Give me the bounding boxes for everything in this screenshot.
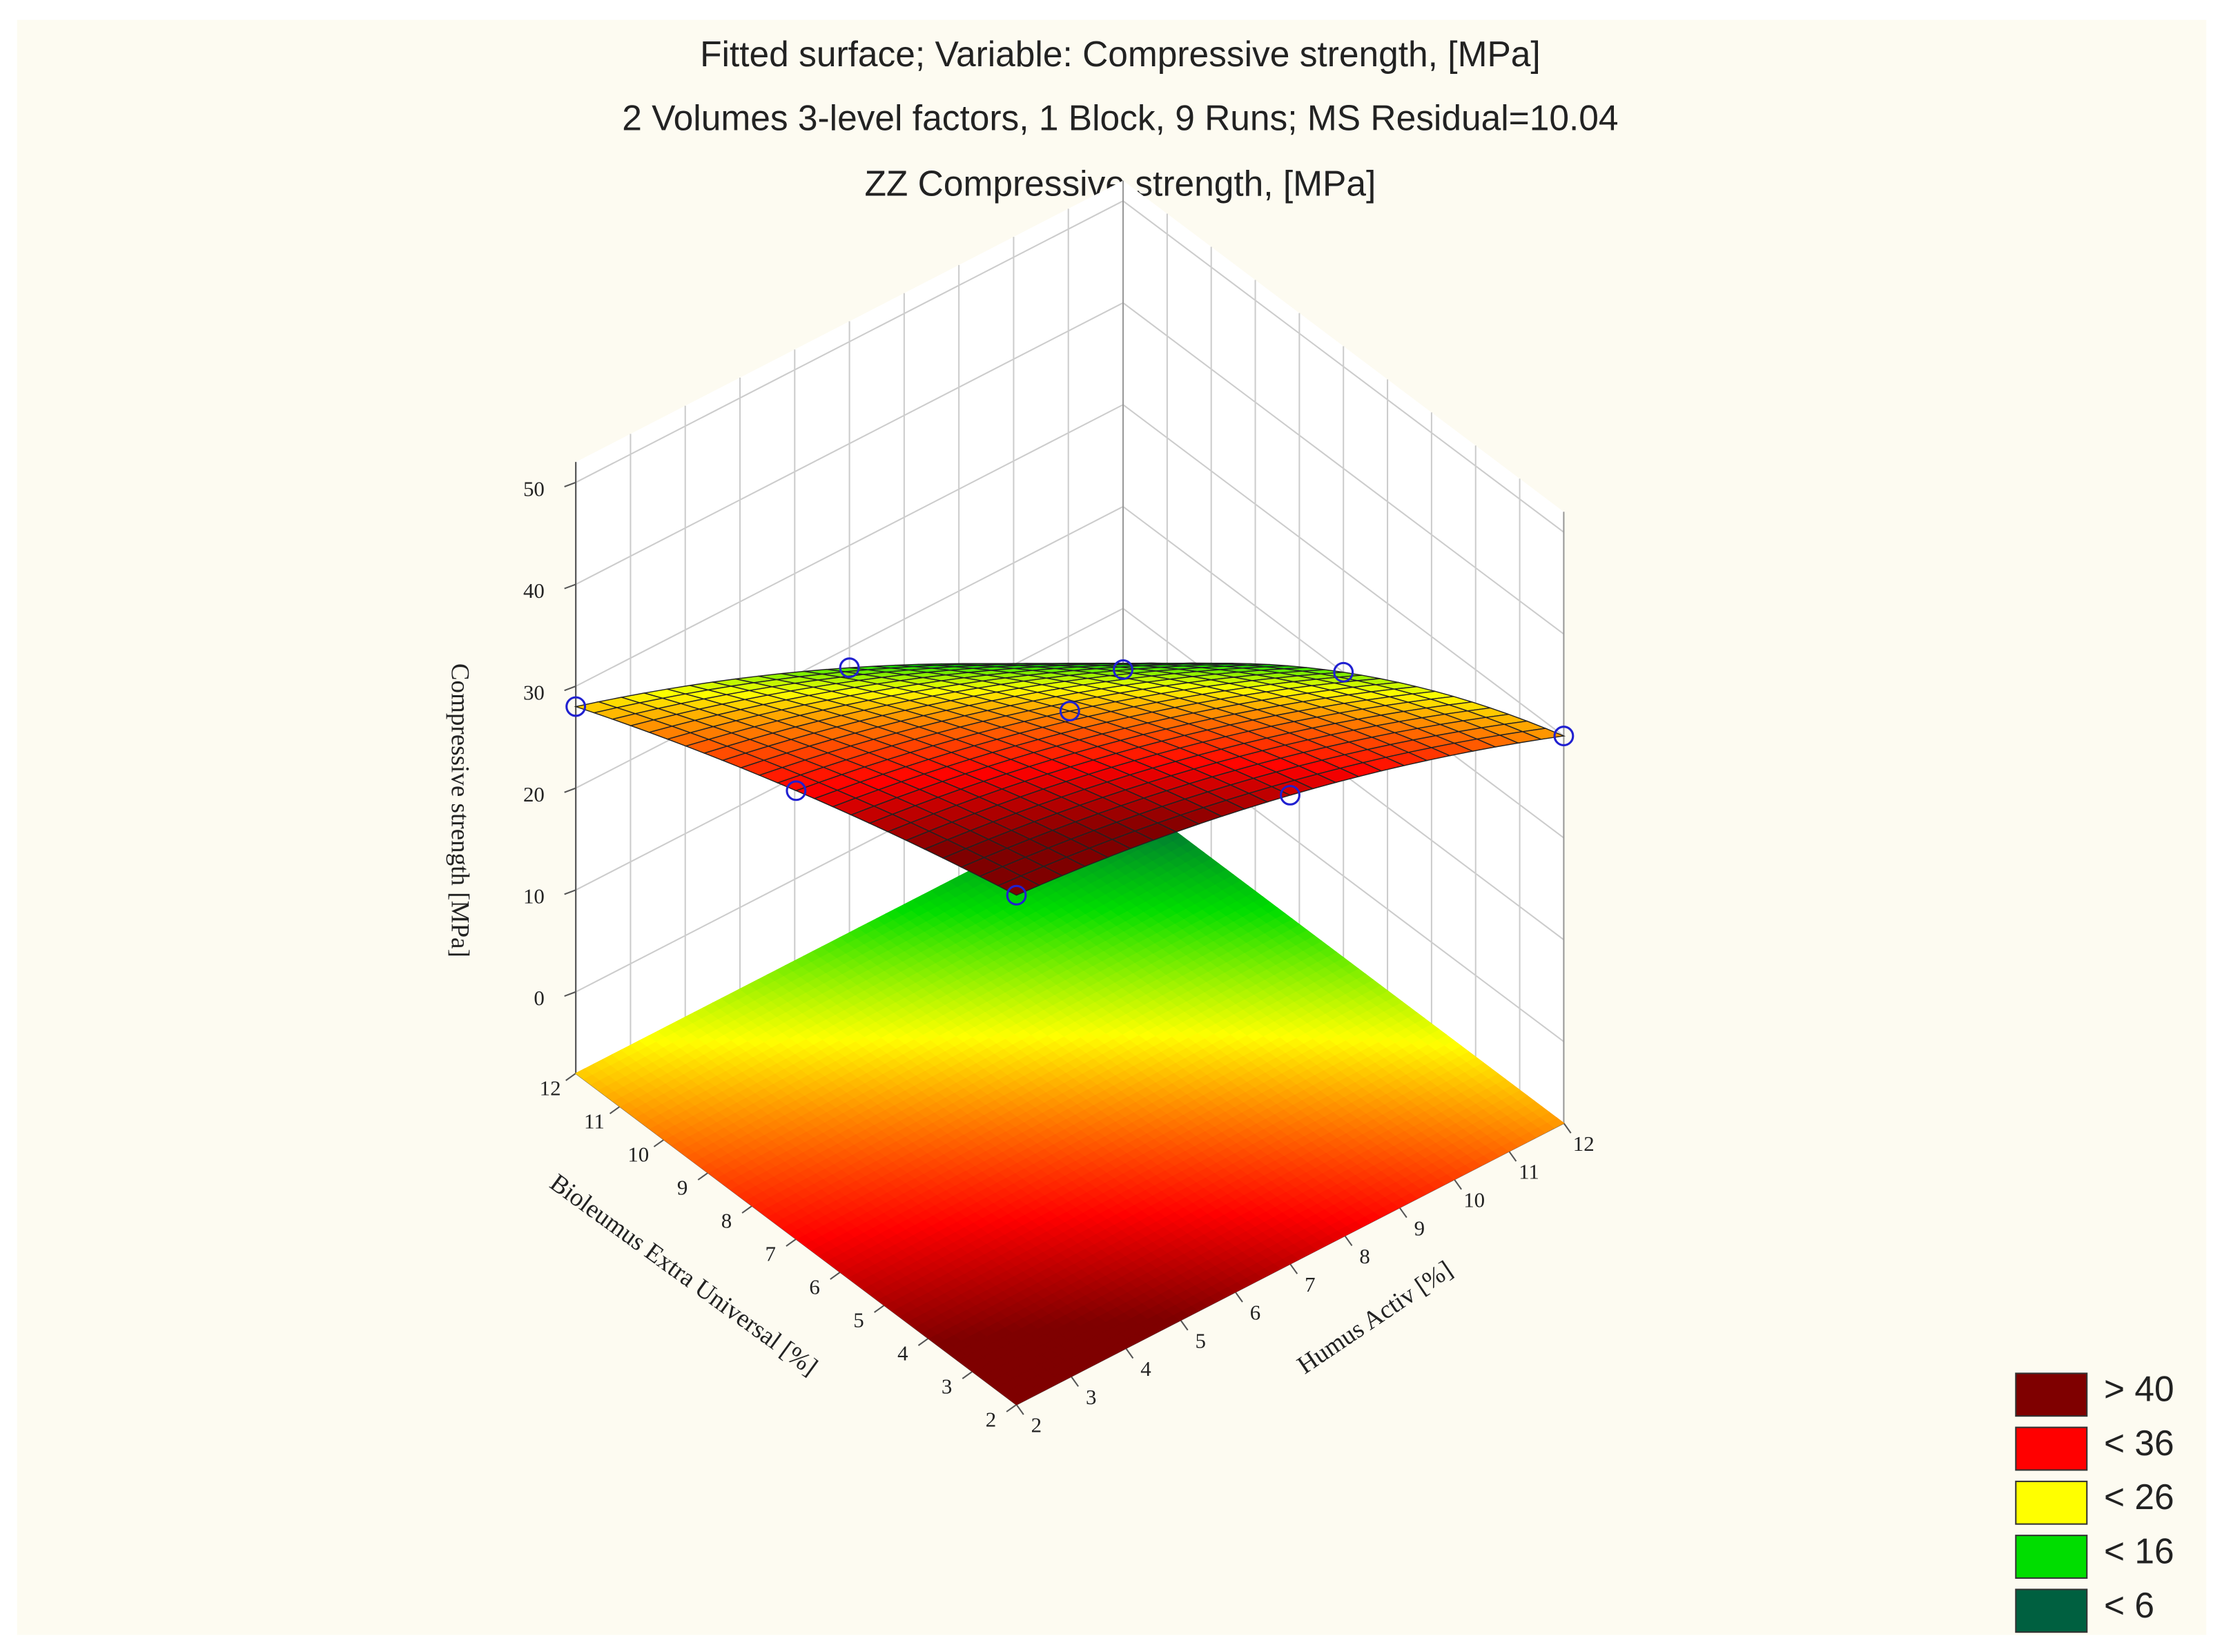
x-tick xyxy=(1070,1376,1079,1387)
data-point xyxy=(1333,661,1354,683)
y-tick xyxy=(653,1138,665,1147)
x-tick-label: 3 xyxy=(1086,1385,1096,1409)
y-tick xyxy=(874,1304,885,1313)
y-tick xyxy=(830,1271,841,1280)
z-tick-label: 20 xyxy=(523,782,545,806)
data-point xyxy=(1280,784,1300,806)
grid-line xyxy=(1122,302,1565,635)
x-tick-label: 9 xyxy=(1414,1216,1425,1240)
data-point xyxy=(1006,884,1027,906)
y-tick-label: 10 xyxy=(627,1143,649,1167)
legend-label: < 6 xyxy=(2104,1585,2154,1625)
x-tick-label: 10 xyxy=(1463,1188,1485,1212)
y-tick-label: 6 xyxy=(809,1275,819,1299)
x-tick-label: 2 xyxy=(1031,1413,1042,1437)
y-tick xyxy=(962,1370,973,1379)
legend-swatch xyxy=(2015,1480,2088,1525)
y-tick-label: 3 xyxy=(942,1374,952,1398)
z-tick-label: 0 xyxy=(534,986,544,1010)
legend-label: < 16 xyxy=(2104,1530,2174,1571)
grid-line xyxy=(575,200,1124,483)
legend-swatch xyxy=(2015,1372,2088,1417)
z-tick-label: 30 xyxy=(523,680,545,704)
data-point xyxy=(1553,726,1575,747)
x-tick xyxy=(1563,1123,1572,1134)
grid-line xyxy=(575,302,1124,585)
z-tick xyxy=(564,787,576,793)
x-tick-label: 6 xyxy=(1250,1301,1260,1325)
x-tick-label: 8 xyxy=(1359,1244,1370,1268)
y-tick xyxy=(565,1072,576,1081)
x-tick xyxy=(1234,1291,1243,1303)
z-tick xyxy=(564,686,576,692)
y-tick xyxy=(1006,1403,1017,1412)
x-tick xyxy=(1344,1235,1353,1247)
x-tick-label: 4 xyxy=(1140,1357,1151,1381)
grid-line xyxy=(575,404,1124,687)
data-point xyxy=(839,657,860,679)
x-tick xyxy=(1125,1348,1134,1359)
chart-title: Fitted surface; Variable: Compressive st… xyxy=(700,34,1541,74)
x-tick xyxy=(1289,1263,1298,1274)
x-tick-label: 11 xyxy=(1519,1160,1539,1184)
y-tick-label: 11 xyxy=(584,1109,605,1134)
data-point xyxy=(565,696,587,717)
plot: 0 10 20 30 40 50 2 3 4 5 6 7 8 9 10 11 12 2 3 4 5 6 7 8 9 10 11 12 xyxy=(523,180,1595,1437)
legend-swatch xyxy=(2015,1535,2088,1579)
y-tick-label: 7 xyxy=(766,1242,776,1266)
z-tick xyxy=(564,481,576,487)
y-tick xyxy=(917,1337,929,1346)
chart-subtitle: 2 Volumes 3-level factors, 1 Block, 9 Ru… xyxy=(622,98,1618,138)
x-tick xyxy=(1399,1207,1407,1218)
z-tick xyxy=(564,991,576,997)
y-tick-label: 2 xyxy=(986,1407,996,1431)
data-point xyxy=(1113,659,1133,680)
y-tick-label: 12 xyxy=(540,1076,561,1100)
x-tick xyxy=(1454,1178,1462,1190)
x-tick xyxy=(1015,1404,1024,1415)
legend-label: < 36 xyxy=(2104,1423,2174,1463)
z-tick-label: 40 xyxy=(523,579,545,603)
z-axis-title: Compressive strength [MPa] xyxy=(446,663,474,958)
y-tick xyxy=(786,1238,797,1247)
y-tick-label: 9 xyxy=(677,1176,688,1200)
x-tick-label: 12 xyxy=(1573,1131,1595,1156)
z-tick xyxy=(564,889,576,895)
x-tick-label: 7 xyxy=(1305,1272,1315,1296)
legend-label: < 26 xyxy=(2104,1477,2174,1517)
legend-label: > 40 xyxy=(2104,1369,2174,1409)
y-tick xyxy=(609,1105,621,1114)
grid-line xyxy=(1122,404,1565,737)
data-point xyxy=(786,780,807,801)
y-tick-label: 4 xyxy=(897,1341,908,1366)
legend-swatch xyxy=(2015,1426,2088,1471)
x-tick xyxy=(1508,1151,1517,1162)
z-tick xyxy=(564,583,576,590)
y-tick xyxy=(697,1172,709,1180)
z-tick-label: 10 xyxy=(523,884,545,908)
y-tick-label: 5 xyxy=(853,1308,864,1332)
x-tick xyxy=(1180,1319,1189,1331)
legend-swatch xyxy=(2015,1588,2088,1633)
grid-line xyxy=(1122,200,1565,533)
z-tick-label: 50 xyxy=(523,476,545,501)
x-tick-label: 5 xyxy=(1196,1328,1206,1352)
y-tick-label: 8 xyxy=(721,1209,732,1233)
y-tick xyxy=(741,1205,753,1214)
grid-line xyxy=(575,505,1124,789)
data-point xyxy=(1059,701,1080,721)
